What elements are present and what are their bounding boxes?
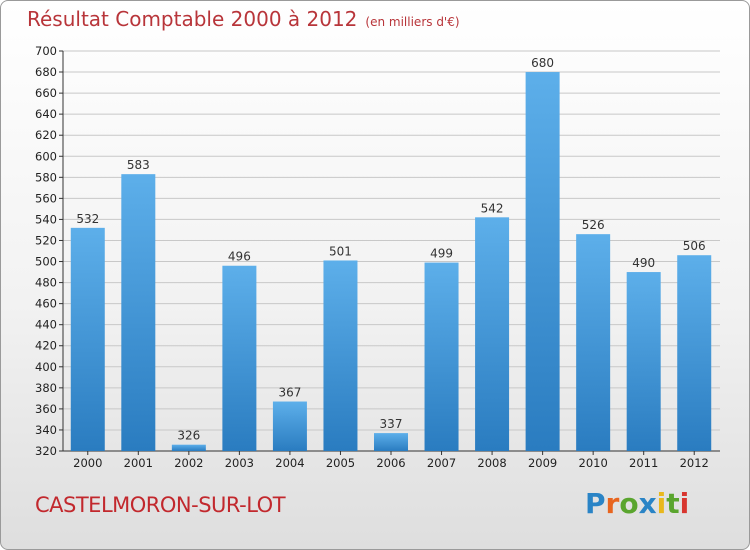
x-tick-label: 2001 xyxy=(124,456,153,470)
axes xyxy=(59,50,720,455)
bar xyxy=(677,255,712,451)
bar-value-label: 490 xyxy=(632,256,655,270)
logo-letter: o xyxy=(619,487,639,520)
bar xyxy=(374,433,408,451)
y-tick-label: 660 xyxy=(35,86,57,100)
bar xyxy=(121,174,156,451)
labels: 320 340 360 380 400 420 440 460 480 500 520 540 560 5… xyxy=(35,44,709,470)
bar xyxy=(626,272,661,451)
y-tick-label: 340 xyxy=(35,423,57,437)
bar-value-label: 496 xyxy=(228,250,251,264)
bar-value-label: 526 xyxy=(582,218,605,232)
bar-value-label: 583 xyxy=(127,158,150,172)
x-tick-label: 2008 xyxy=(477,456,506,470)
logo-letter: t xyxy=(666,487,680,520)
y-tick-label: 700 xyxy=(35,44,57,58)
bar-value-label: 501 xyxy=(329,244,352,258)
logo-letter: r xyxy=(605,487,620,520)
y-tick-label: 560 xyxy=(35,191,57,205)
y-tick-label: 380 xyxy=(35,381,57,395)
chart-title-text: Résultat Comptable 2000 à 2012 xyxy=(27,7,358,31)
bar-value-label: 499 xyxy=(430,247,453,261)
x-tick-label: 2003 xyxy=(225,456,254,470)
y-tick-label: 580 xyxy=(35,170,57,184)
bar xyxy=(424,262,459,451)
bar-value-label: 506 xyxy=(683,239,706,253)
bar xyxy=(70,227,105,451)
logo-letter: P xyxy=(585,487,606,520)
bar xyxy=(525,72,560,451)
y-tick-label: 620 xyxy=(35,128,57,142)
y-tick-label: 680 xyxy=(35,65,57,79)
x-tick-label: 2005 xyxy=(326,456,355,470)
y-tick-label: 320 xyxy=(35,444,57,458)
logo-letter: i xyxy=(679,487,690,520)
bar xyxy=(323,260,358,451)
y-tick-label: 440 xyxy=(35,318,57,332)
city-name: CASTELMORON-SUR-LOT xyxy=(35,493,286,517)
x-tick-label: 2000 xyxy=(73,456,102,470)
y-tick-label: 400 xyxy=(35,360,57,374)
y-tick-label: 460 xyxy=(35,297,57,311)
bar-value-label: 367 xyxy=(278,386,301,400)
bar-value-label: 337 xyxy=(380,417,403,431)
x-tick-label: 2011 xyxy=(629,456,658,470)
x-tick-label: 2012 xyxy=(680,456,709,470)
x-tick-label: 2004 xyxy=(275,456,304,470)
x-tick-label: 2002 xyxy=(174,456,203,470)
chart-title: Résultat Comptable 2000 à 2012 (en millie… xyxy=(27,7,460,31)
logo-letter: i xyxy=(656,487,667,520)
y-tick-label: 640 xyxy=(35,107,57,121)
logo-letter: x xyxy=(638,487,657,520)
chart-unit: (en milliers d'€) xyxy=(365,15,460,29)
bar xyxy=(171,444,206,451)
y-tick-label: 600 xyxy=(35,149,57,163)
bar-value-label: 680 xyxy=(531,56,554,70)
x-tick-label: 2010 xyxy=(579,456,608,470)
x-tick-label: 2007 xyxy=(427,456,456,470)
bars xyxy=(70,72,712,451)
bar-value-label: 542 xyxy=(481,201,504,215)
y-tick-label: 420 xyxy=(35,339,57,353)
x-tick-label: 2009 xyxy=(528,456,557,470)
proxiti-logo: Proxiti xyxy=(585,487,689,520)
bar xyxy=(272,401,307,451)
bar-value-label: 326 xyxy=(177,429,200,443)
y-tick-label: 500 xyxy=(35,255,57,269)
bar-value-label: 532 xyxy=(76,212,99,226)
y-tick-label: 540 xyxy=(35,212,57,226)
y-tick-label: 480 xyxy=(35,276,57,290)
bar xyxy=(222,265,257,451)
bar xyxy=(475,217,510,451)
x-tick-label: 2006 xyxy=(376,456,405,470)
bar xyxy=(576,234,611,451)
y-tick-label: 360 xyxy=(35,402,57,416)
grid-lines xyxy=(63,50,720,452)
y-tick-label: 520 xyxy=(35,233,57,247)
